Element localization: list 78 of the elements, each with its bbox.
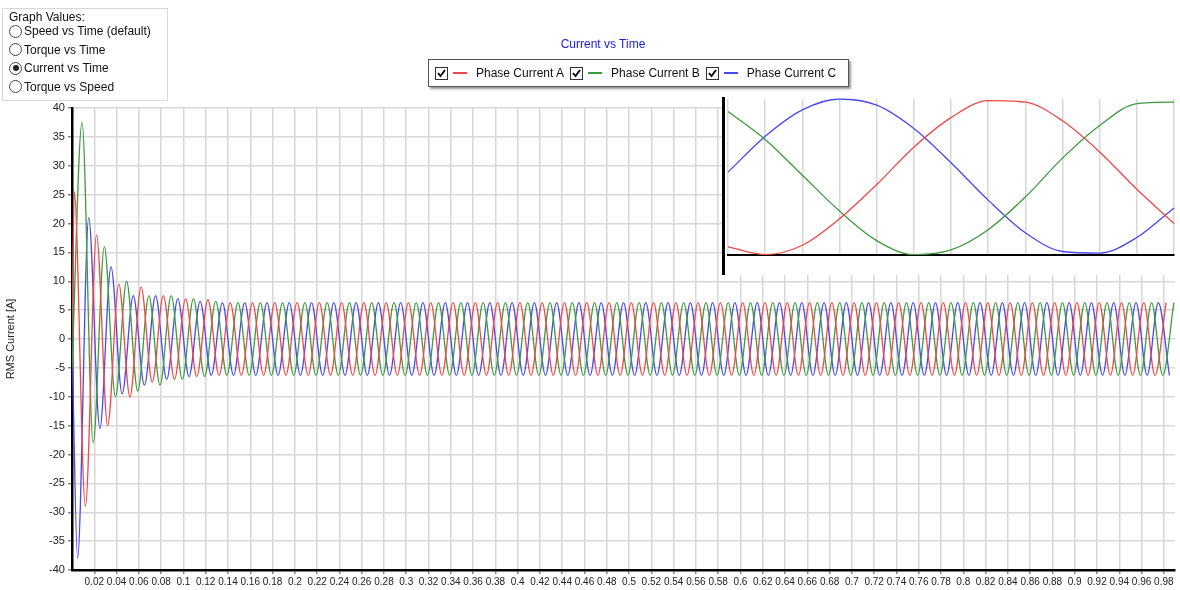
y-tick-label: -40 — [49, 563, 65, 576]
x-tick-label: 0.24 — [329, 575, 350, 587]
x-tick-label: 0.06 — [129, 575, 150, 587]
x-tick-label: 0.08 — [151, 575, 172, 587]
chart-title: Current vs Time — [559, 37, 647, 51]
x-tick-label: 0.3 — [399, 575, 414, 587]
x-tick-label: 0.68 — [819, 575, 840, 587]
x-tick-label: 0.7 — [844, 575, 860, 587]
y-tick-label: 20 — [52, 216, 65, 229]
y-tick-label: 25 — [52, 187, 65, 200]
x-tick-label: 0.38 — [485, 575, 506, 587]
x-tick-label: 0.36 — [463, 575, 484, 587]
x-tick-label: 0.64 — [775, 575, 796, 587]
x-tick-label: 0.48 — [597, 575, 617, 587]
x-tick-label: 0.52 — [641, 575, 662, 587]
x-tick-label: 0.22 — [307, 575, 328, 587]
y-tick-label: -25 — [49, 476, 65, 489]
line-series — [72, 217, 1171, 560]
y-tick-label: 10 — [52, 274, 65, 287]
x-tick-label: 0.78 — [931, 575, 952, 587]
text: Torque vs Time — [24, 42, 106, 57]
y-tick-label: -30 — [49, 505, 65, 518]
x-tick-label: 0.56 — [686, 575, 707, 587]
text: Torque vs Speed — [24, 79, 115, 94]
x-tick-label: 0.84 — [998, 575, 1019, 587]
x-tick-label: 0.88 — [1042, 575, 1063, 587]
text: Graph Values: — [9, 10, 85, 24]
x-tick-label: 0.16 — [240, 575, 261, 587]
legend-label: Phase Current A — [476, 66, 565, 80]
x-tick-label: 0.72 — [864, 575, 885, 587]
x-tick-label: 0.58 — [708, 575, 729, 587]
y-tick-label: -15 — [49, 418, 65, 431]
x-tick-label: 0.18 — [262, 575, 283, 587]
y-tick-label: 0 — [58, 332, 65, 345]
legend-label: Phase Current B — [611, 66, 700, 80]
text: Speed vs Time (default) — [24, 24, 151, 38]
x-tick-label: 0.96 — [1131, 575, 1152, 587]
x-tick-label: 0.8 — [956, 575, 971, 587]
x-tick-label: 0.4 — [510, 575, 526, 587]
x-tick-label: 0.2 — [287, 575, 303, 587]
x-tick-label: 0.54 — [663, 575, 684, 587]
y-tick-label: -35 — [49, 534, 65, 547]
y-tick-label: 15 — [52, 245, 65, 258]
text: Current vs Time — [24, 61, 109, 75]
x-tick-label: 0.32 — [418, 575, 439, 587]
x-tick-label: 0.46 — [574, 575, 595, 587]
y-tick-label: 40 — [52, 101, 65, 114]
y-tick-label: 30 — [52, 158, 65, 171]
legend-label: Phase Current C — [746, 66, 837, 80]
x-tick-label: 0.9 — [1067, 575, 1083, 587]
x-tick-label: 0.14 — [218, 575, 239, 587]
x-tick-label: 0.34 — [441, 575, 461, 587]
y-tick-label: -20 — [49, 447, 65, 460]
x-tick-label: 0.44 — [552, 575, 573, 587]
x-tick-label: 0.76 — [909, 575, 929, 587]
y-tick-label: -10 — [49, 389, 65, 402]
x-tick-label: 0.6 — [733, 575, 748, 587]
y-tick-label: 35 — [52, 129, 65, 142]
x-tick-label: 0.02 — [84, 575, 105, 587]
x-tick-label: 0.42 — [530, 575, 551, 587]
y-tick-label: -5 — [55, 360, 65, 373]
x-tick-label: 0.82 — [975, 575, 996, 587]
x-tick-label: 0.28 — [374, 575, 395, 587]
x-tick-label: 0.94 — [1109, 575, 1130, 587]
x-tick-label: 0.62 — [753, 575, 773, 587]
x-tick-label: 0.1 — [176, 575, 191, 587]
x-tick-label: 0.5 — [622, 575, 637, 587]
x-tick-label: 0.86 — [1020, 575, 1041, 587]
y-tick-label: 5 — [58, 303, 65, 316]
x-tick-label: 0.98 — [1154, 575, 1175, 587]
x-tick-label: 0.26 — [351, 575, 372, 587]
x-tick-label: 0.12 — [195, 575, 216, 587]
x-tick-label: 0.74 — [886, 575, 907, 587]
x-tick-label: 0.66 — [797, 575, 818, 587]
x-tick-label: 0.04 — [106, 575, 127, 587]
line-series — [72, 191, 1167, 508]
y-axis-title: RMS Current [A] — [3, 298, 16, 380]
x-tick-label: 0.92 — [1087, 575, 1108, 587]
